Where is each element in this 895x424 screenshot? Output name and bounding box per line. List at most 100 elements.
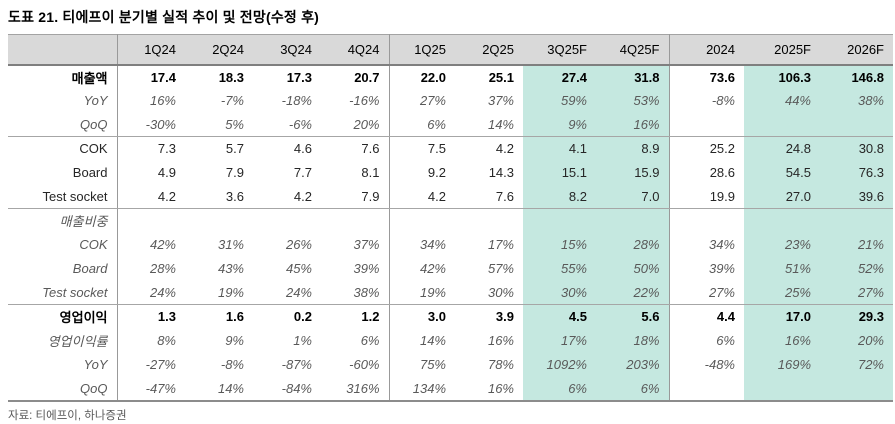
- table-cell: -7%: [220, 93, 244, 108]
- table-row: 매출액 17.4 18.3 17.3 20.7 22.0 25.1 27.4 31.8 73.6 1…: [8, 64, 893, 89]
- table-cell: 6%: [321, 328, 390, 353]
- table-cell: [744, 208, 820, 233]
- table-cell: -87%: [281, 357, 312, 372]
- table-row: COK 42% 31% 26% 37% 34% 17% 15% 28% 34% 23% 21%: [8, 232, 893, 257]
- table-cell: 39%: [708, 261, 735, 276]
- table-cell: 22.0: [420, 69, 446, 85]
- table-cell: 53%: [596, 88, 670, 113]
- table-cell: 34%: [419, 237, 446, 252]
- column-header: 1Q24: [117, 34, 185, 66]
- table-cell: 34%: [708, 237, 735, 252]
- table-cell: -27%: [145, 357, 176, 372]
- table-row: 영업이익 1.3 1.6 0.2 1.2 3.0 3.9 4.5 5.6 4.4 17.0 29.3: [8, 304, 893, 329]
- table-cell: 52%: [820, 256, 893, 281]
- table-cell: 20%: [820, 328, 893, 353]
- table-cell: 55%: [523, 256, 596, 281]
- table-cell: 6%: [389, 112, 455, 137]
- table-cell: 8.1: [321, 160, 390, 185]
- table-cell: 146.8: [820, 64, 893, 89]
- figure-title: 도표 21. 티에프이 분기별 실적 추이 및 전망(수정 후): [8, 9, 320, 25]
- row-label: Test socket: [8, 280, 118, 305]
- column-header: 3Q25F: [523, 34, 596, 66]
- table-cell: -30%: [117, 112, 185, 137]
- table-cell: 4.2: [495, 141, 514, 157]
- table-cell: 73.6: [709, 69, 735, 85]
- table-cell: 16%: [455, 376, 523, 402]
- table-cell: 8.2: [523, 184, 596, 209]
- table-cell: -60%: [321, 352, 390, 377]
- table-row: 영업이익률 8% 9% 1% 6% 14% 16% 17% 18% 6% 16% 20%: [8, 328, 893, 353]
- source-note: 자료: 티에프이, 하나증권: [8, 409, 127, 422]
- corner-header: [8, 34, 118, 66]
- table-cell: 27%: [669, 280, 744, 305]
- table-cell: 44%: [744, 88, 820, 113]
- table-cell: 30%: [523, 280, 596, 305]
- table-cell: 8.9: [596, 136, 670, 161]
- table-cell: [389, 209, 455, 233]
- table-row: QoQ -30% 5% -6% 20% 6% 14% 9% 16%: [8, 112, 893, 137]
- table-cell: [253, 209, 321, 233]
- table-row: YoY -27% -8% -87% -60% 75% 78% 1092% 203% -48% 169…: [8, 352, 893, 377]
- table-cell: 30.8: [820, 136, 893, 161]
- table-cell: 16%: [149, 93, 176, 108]
- table-cell: 316%: [321, 376, 390, 402]
- row-label: COK: [8, 136, 118, 161]
- row-label: COK: [8, 232, 118, 257]
- table-cell: 39%: [321, 256, 390, 281]
- column-header: 2Q24: [185, 34, 253, 66]
- table-cell: 78%: [487, 357, 514, 372]
- table-cell: 17.4: [150, 69, 176, 85]
- table-cell: 27.0: [744, 184, 820, 209]
- table-cell: 7.9: [321, 184, 390, 209]
- table-cell: 25%: [744, 280, 820, 305]
- table-cell: 19.9: [669, 184, 744, 209]
- table-cell: 6%: [596, 376, 670, 402]
- table-cell: 22%: [596, 280, 670, 305]
- row-label: 매출액: [8, 64, 118, 89]
- table-cell: 18%: [596, 328, 670, 353]
- row-label: YoY: [8, 88, 118, 113]
- table-cell: 17.3: [286, 69, 312, 85]
- table-cell: 19%: [185, 280, 253, 305]
- table-cell: 24.8: [744, 136, 820, 161]
- table-cell: 134%: [389, 376, 455, 402]
- table-cell: 4.1: [523, 136, 596, 161]
- table-cell: 3.9: [495, 309, 514, 325]
- table-cell: 21%: [820, 232, 893, 257]
- table-cell: [523, 208, 596, 233]
- table-cell: 28%: [149, 261, 176, 276]
- table-cell: 28.6: [709, 165, 735, 180]
- table-cell: [455, 209, 523, 233]
- table-body: 매출액 17.4 18.3 17.3 20.7 22.0 25.1 27.4 31.8 73.6 1…: [8, 64, 893, 402]
- table-row: Test socket 24% 19% 24% 38% 19% 30% 30% 22% 27% 25…: [8, 280, 893, 305]
- table-cell: -48%: [704, 357, 735, 372]
- table-cell: 5.7: [225, 141, 244, 157]
- table-cell: 31.8: [596, 64, 670, 89]
- row-label: 영업이익률: [8, 328, 118, 353]
- column-header: 1Q25: [389, 34, 455, 66]
- table-cell: [820, 376, 893, 402]
- table-cell: 15.9: [596, 160, 670, 185]
- table-cell: 9%: [523, 112, 596, 137]
- table-cell: 42%: [149, 237, 176, 252]
- table-cell: 15%: [523, 232, 596, 257]
- table-cell: 16%: [596, 112, 670, 137]
- table-cell: 1.6: [225, 309, 244, 325]
- table-cell: 1%: [293, 333, 312, 348]
- table-cell: 7.6: [321, 136, 390, 161]
- table-cell: 20.7: [321, 64, 390, 89]
- table-cell: 203%: [596, 352, 670, 377]
- table-cell: 7.5: [427, 141, 446, 157]
- table-cell: 17%: [523, 328, 596, 353]
- row-label: YoY: [8, 352, 118, 377]
- table-cell: [669, 209, 744, 233]
- table-cell: 25.2: [709, 141, 735, 157]
- table-row: Board 28% 43% 45% 39% 42% 57% 55% 50% 39% 51% 52%: [8, 256, 893, 281]
- table-cell: -8%: [220, 357, 244, 372]
- table-cell: -84%: [253, 376, 321, 402]
- table-cell: 7.7: [293, 165, 312, 180]
- table-cell: 42%: [419, 261, 446, 276]
- table-cell: 43%: [217, 261, 244, 276]
- column-header: 3Q24: [253, 34, 321, 66]
- table-cell: 24%: [117, 280, 185, 305]
